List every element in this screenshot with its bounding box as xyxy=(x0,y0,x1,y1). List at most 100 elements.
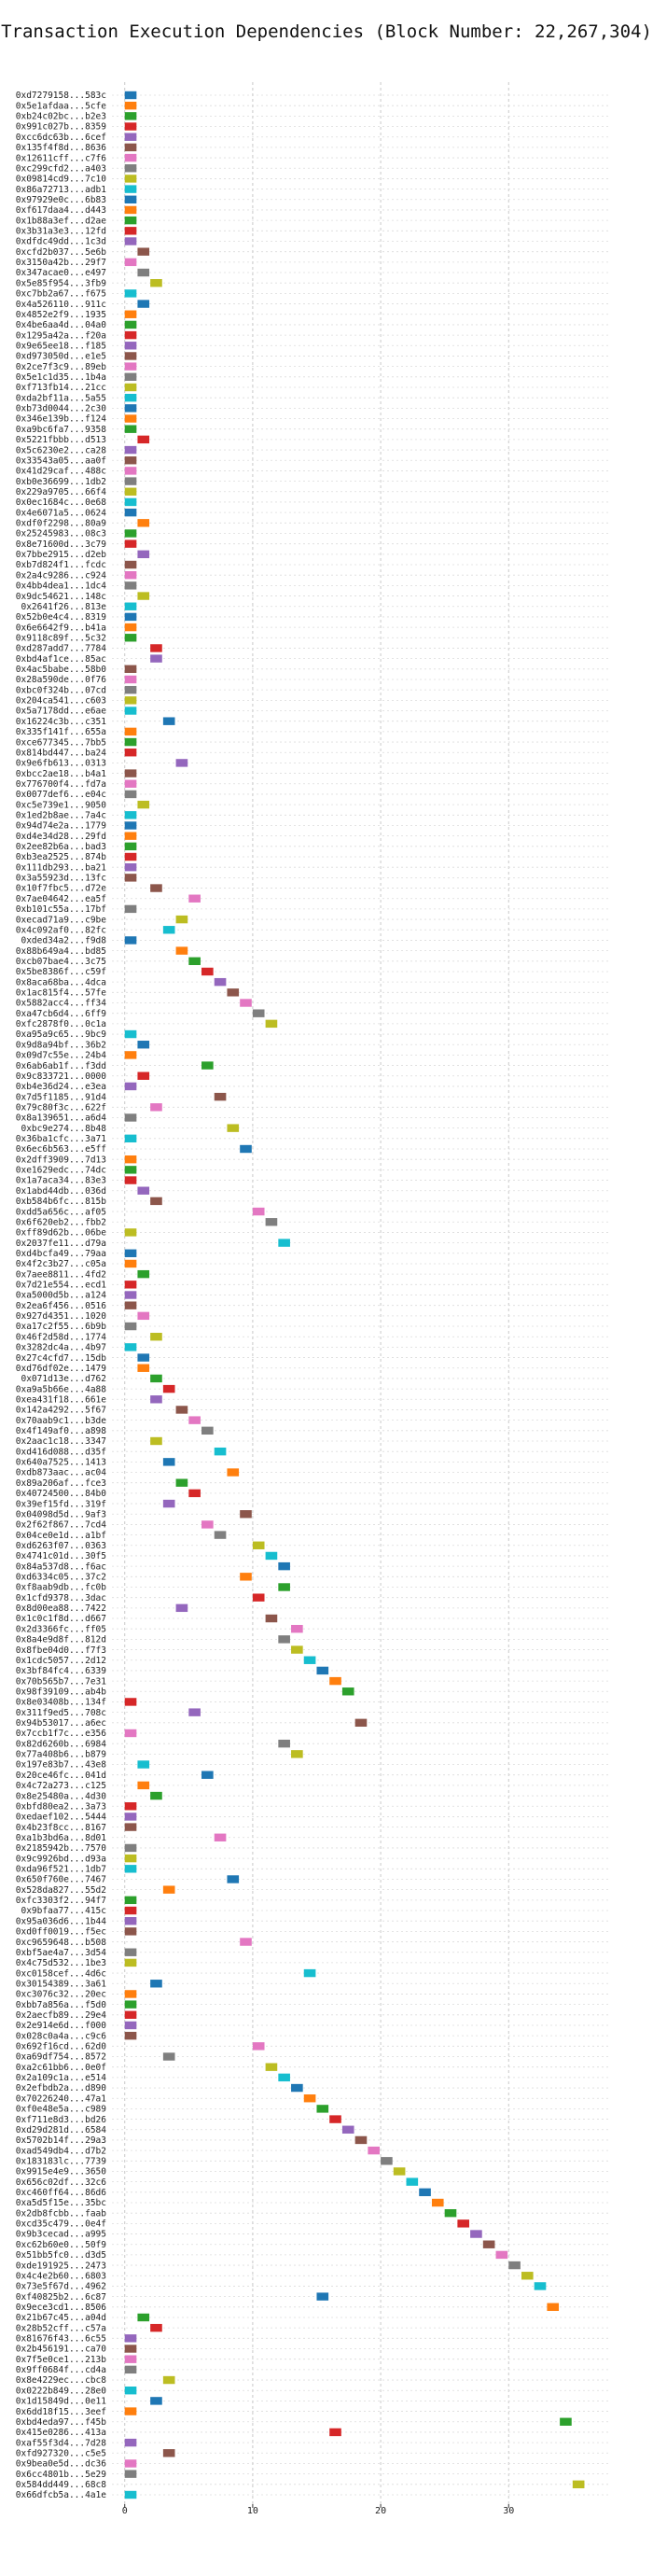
y-tick-label: 0xf617daa4...d443 xyxy=(16,205,106,216)
y-tick-label: 0x79c80f3c...622f xyxy=(16,1102,106,1113)
dependency-bar xyxy=(124,1927,137,1936)
y-tick-label: 0x2ee82b6a...bad3 xyxy=(16,842,106,852)
dependency-bar xyxy=(124,696,137,705)
dependency-bar xyxy=(124,1176,137,1184)
y-tick-label: 0x183183lc...7739 xyxy=(16,2156,107,2166)
dependency-bar xyxy=(265,1218,278,1226)
y-tick-label: 0xa69df754...8572 xyxy=(16,2052,106,2063)
dependency-bar xyxy=(137,268,150,277)
dependency-bar xyxy=(547,2303,560,2311)
y-tick-label: 0xd416d088...d35f xyxy=(16,1447,106,1457)
y-tick-label: 0xb24c02bc...b2e3 xyxy=(16,112,106,122)
y-tick-label: 0x04098d5d...9af3 xyxy=(16,1509,106,1519)
y-tick-label: 0xbf5ae4a7...3d54 xyxy=(16,1948,107,1958)
y-tick-label: 0x46f2d58d...1774 xyxy=(16,1332,107,1342)
y-tick-label: 0x70b565b7...7e31 xyxy=(16,1676,107,1687)
dependency-bar xyxy=(137,800,150,809)
dependency-bar xyxy=(124,1906,137,1915)
dependency-bar xyxy=(214,1833,227,1841)
dependency-bar xyxy=(124,685,137,694)
y-tick-label: 0x204ca541...c603 xyxy=(16,696,106,707)
dependency-bar xyxy=(303,1656,316,1664)
y-tick-label: 0x7d21e554...ecd1 xyxy=(16,1281,107,1291)
dependency-bar xyxy=(124,425,137,433)
y-tick-label: 0xb101c55a...17bf xyxy=(16,904,106,915)
dependency-bar xyxy=(150,644,162,652)
dependency-bar xyxy=(137,1041,150,1049)
dependency-bar xyxy=(265,1614,278,1623)
dependency-bar xyxy=(124,133,137,141)
dependency-bar xyxy=(162,1458,175,1466)
y-tick-label: 0x8e4229ec...cbc8 xyxy=(16,2375,107,2386)
dependency-bar xyxy=(124,2031,137,2040)
dependency-bar xyxy=(150,1103,162,1112)
y-tick-label: 0xda96f521...1db7 xyxy=(16,1865,106,1875)
dependency-bar xyxy=(124,1301,137,1309)
dependency-bar xyxy=(329,2115,341,2123)
y-tick-label: 0x5e1c1d35...1b4a xyxy=(16,372,106,383)
y-tick-label: 0xdf0f2298...80a9 xyxy=(16,519,107,529)
dependency-bar xyxy=(124,1896,137,1905)
y-tick-label: 0x9ff0684f...cd4a xyxy=(16,2365,106,2375)
dependency-bar xyxy=(150,1436,162,1446)
y-tick-label: 0x1d15849d...0e11 xyxy=(16,2397,107,2407)
y-tick-label: 0x12611cff...c7f6 xyxy=(16,153,107,163)
dependency-bar xyxy=(124,904,137,914)
y-tick-label: 0xbc0f324b...07cd xyxy=(16,685,106,695)
y-tick-label: 0x6ec6b563...e5ff xyxy=(16,1144,106,1155)
dependency-bar xyxy=(252,1593,265,1602)
dependency-bar xyxy=(291,1625,303,1633)
dependency-bar xyxy=(124,320,137,329)
dependency-bar xyxy=(124,258,137,267)
dependency-bar xyxy=(214,1092,227,1101)
dependency-bar xyxy=(137,1071,150,1080)
dependency-bar xyxy=(124,1802,137,1811)
dependency-bar xyxy=(124,342,137,350)
dependency-bar xyxy=(124,1729,137,1738)
y-tick-label: 0x94d74e2a...1779 xyxy=(16,821,107,832)
dependency-bar xyxy=(124,2470,137,2478)
dependency-bar xyxy=(124,404,137,413)
y-tick-label: 0x2dff3909...7d13 xyxy=(16,1155,106,1165)
dependency-bar xyxy=(124,237,137,245)
dependency-bar xyxy=(482,2240,495,2248)
dependency-bar xyxy=(124,2387,137,2395)
dependency-bar xyxy=(137,1269,150,1279)
y-tick-label: 0xdfdc49dd...1c3d xyxy=(16,237,106,247)
y-tick-label: 0xdb873aac...ac04 xyxy=(16,1468,107,1478)
dependency-bar xyxy=(201,1426,214,1435)
y-tick-label: 0x5e85f954...3fb9 xyxy=(16,278,107,288)
y-tick-label: 0xc5e739e1...9050 xyxy=(16,800,107,810)
y-tick-label: 0x6e6642f9...b41a xyxy=(16,623,106,633)
y-tick-label: 0x25245983...08c3 xyxy=(16,529,106,539)
y-tick-label: 0x991c027b...8359 xyxy=(16,122,107,133)
y-tick-label: 0xb3ea2525...874b xyxy=(16,852,107,862)
dependency-bar xyxy=(150,884,162,892)
y-tick-label: 0x4bb4dea1...1dc4 xyxy=(16,581,107,592)
dependency-bar xyxy=(124,195,137,203)
dependency-bar xyxy=(124,790,137,799)
y-tick-label: 0x5882acc4...ff34 xyxy=(16,999,107,1009)
dependency-bar xyxy=(162,1499,175,1508)
dependency-bar xyxy=(124,1166,137,1174)
y-tick-label: 0x5be8386f...c59f xyxy=(16,967,106,977)
dependency-bar xyxy=(240,1938,252,1946)
y-tick-label: 0x9915e4e9...3650 xyxy=(16,2167,107,2177)
x-tick-label: 30 xyxy=(503,2506,514,2516)
y-tick-label: 0x6cc4801b...5e29 xyxy=(16,2470,107,2480)
y-tick-label: 0x415e0286...413a xyxy=(16,2428,106,2438)
y-tick-label: 0x70226240...47a1 xyxy=(16,2093,107,2104)
y-tick-label: 0xb7d824f1...fcdc xyxy=(16,560,106,570)
dependency-bar xyxy=(316,2105,329,2113)
y-tick-label: 0x1c0c1f8d...d667 xyxy=(16,1614,106,1624)
y-tick-label: 0x7f5e0ce1...213b xyxy=(16,2355,107,2365)
y-tick-label: 0xcb07bae4...3c75 xyxy=(16,957,106,967)
dependency-bar xyxy=(137,1186,150,1195)
dependency-bar xyxy=(354,1718,368,1728)
y-tick-label: 0x8a4e9d8f...812d xyxy=(16,1635,106,1645)
y-tick-label: 0xbfd80ea2...3a73 xyxy=(16,1801,106,1812)
dependency-bar xyxy=(124,2334,137,2343)
y-tick-label: 0xde191925...2473 xyxy=(16,2261,106,2271)
y-tick-label: 0xa5000d5b...a124 xyxy=(16,1291,107,1301)
dependency-bar xyxy=(124,1051,137,1059)
